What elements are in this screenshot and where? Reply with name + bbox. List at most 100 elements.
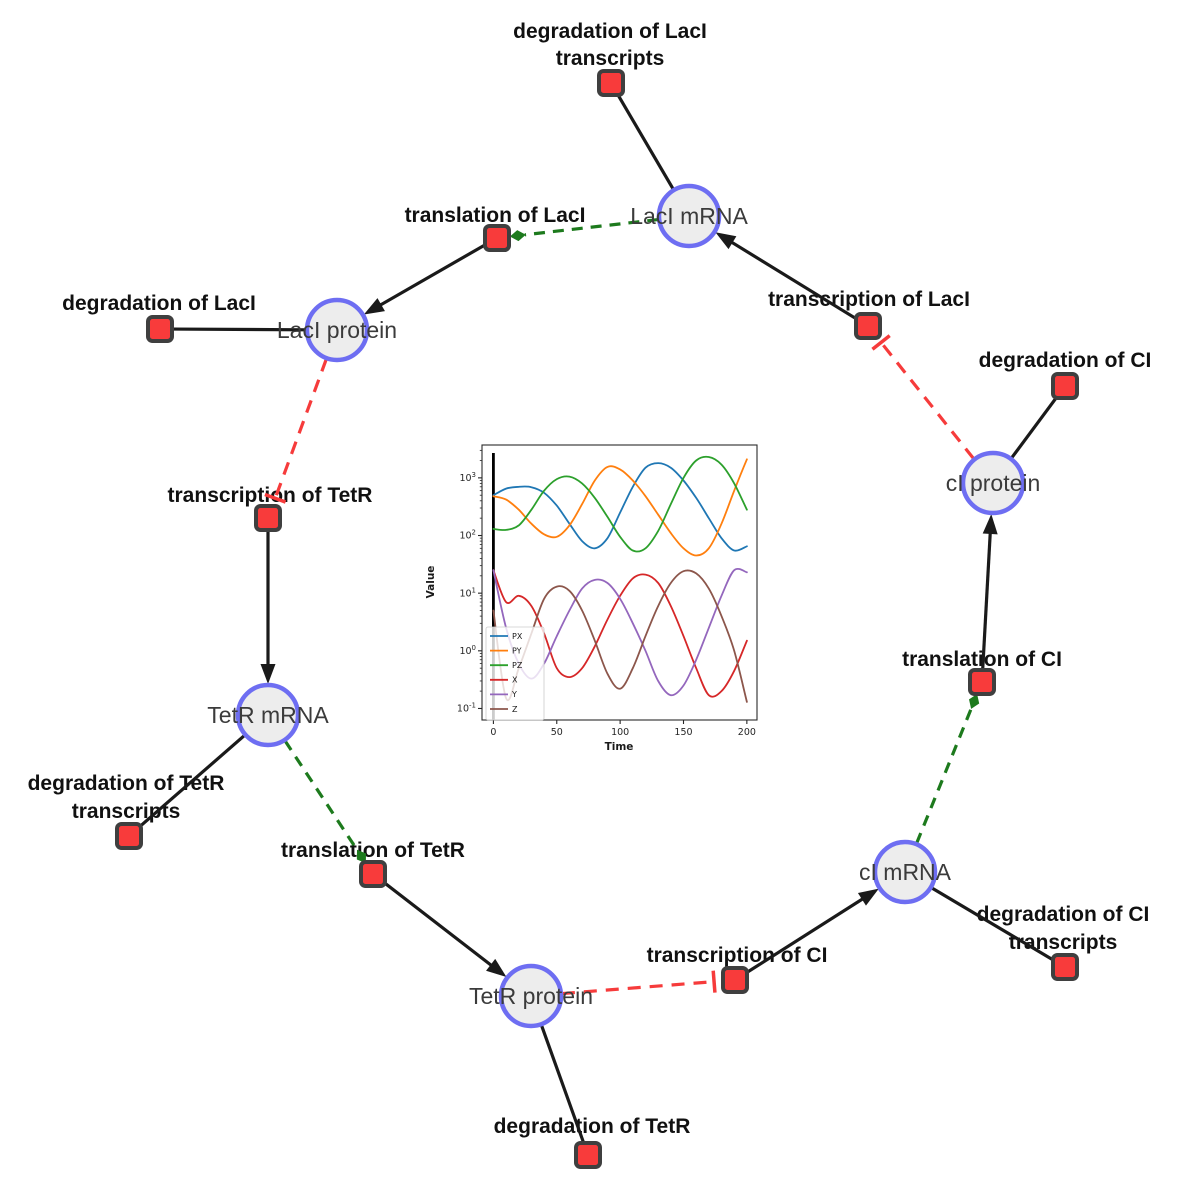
product-edge [981,527,993,670]
x-tick-label: 50 [551,727,563,738]
edge-laci_protein-transcription_tetr [264,358,328,504]
edge-ci_protein-deg_ci [1010,395,1059,460]
modifier-edge [283,739,359,852]
product-edge [745,894,868,975]
x-tick-label: 100 [611,727,629,738]
arrowhead [857,888,879,906]
series-X [492,569,748,698]
species-label-laci_mrna: LacI mRNA [630,203,748,229]
reaction-label-transcription_ci: transcription of CI [647,944,828,967]
plot-frame [481,444,758,721]
modifier-diamond [509,230,526,242]
legend-label-PX: PX [512,632,523,641]
edge-translation_ci-ci_protein [981,513,998,670]
reaction-label-deg_ci_transcripts: degradation of CI [977,903,1150,926]
reaction-node-translation_laci [483,224,511,252]
reaction-node-deg_tetr [574,1141,602,1169]
species-labels-layer: LacI mRNA LacI protein TetR mRNA TetR prote… [207,203,1040,1009]
species-label-tetr_protein: TetR protein [469,983,593,1009]
reaction-label-deg_tetr_transcripts: degradation of TetR [28,772,225,795]
edge-laci_protein-deg_laci [172,327,307,332]
y-tick-label: 103 [459,471,476,484]
series-PY [492,458,748,557]
legend-label-Y: Y [511,690,517,699]
reaction-node-deg_ci [1051,372,1079,400]
product-edge [726,238,858,321]
reaction-label-deg_tetr_transcripts: transcripts [72,800,181,823]
inhibition-bar [711,970,717,993]
reaction-node-transcription_laci [854,312,882,340]
species-label-ci_mrna: cI mRNA [859,859,952,885]
nodes-layer [115,69,1079,1169]
inhibition-edge [561,980,715,996]
species-label-laci_protein: LacI protein [277,317,397,343]
series-PX [492,462,748,552]
species-node-laci_protein [304,297,370,363]
chart-legend: PX PY PZ XYZ [485,626,545,721]
y-tick-label: 102 [459,529,476,542]
modifier-diamond [356,849,367,864]
x-axis-ticks: 0 50 100 150 200 [490,720,756,738]
species-node-tetr_protein [498,963,564,1029]
reactant-edge [930,886,1055,962]
reaction-label-deg_tetr: degradation of TetR [494,1115,691,1138]
inhibition-bar [264,492,287,504]
edge-tetr_protein-deg_tetr [539,1024,586,1144]
edge-ci_protein-transcription_laci [871,334,975,460]
reaction-node-translation_ci [968,668,996,696]
edge-tetr_protein-transcription_ci [561,970,717,996]
y-axis-ticks: 10-1 100 101 102 103 [457,449,482,715]
modifier-edge [915,707,973,844]
series-PZ [492,455,748,553]
arrowhead [260,664,276,684]
modifier-edge [524,217,659,237]
reaction-label-deg_laci: degradation of LacI [62,292,256,315]
reaction-node-deg_tetr_transcripts [115,822,143,850]
x-tick-label: 0 [490,727,496,738]
reaction-label-translation_tetr: translation of TetR [281,839,465,862]
edge-tetr_mrna-deg_tetr_transcripts [137,734,246,829]
arrowhead [715,232,737,250]
edge-laci_mrna-translation_laci [509,217,659,242]
reaction-node-deg_laci [146,315,174,343]
series-layer [492,455,748,703]
y-tick-label: 101 [459,586,476,599]
y-axis-label: Value [425,566,437,599]
species-node-tetr_mrna [235,682,301,748]
product-edge [382,880,497,970]
arrowhead [363,298,385,315]
reaction-node-deg_ci_transcripts [1051,953,1079,981]
species-node-ci_mrna [872,839,938,905]
species-label-ci_protein: cI protein [946,470,1041,496]
edge-transcription_laci-laci_mrna [715,232,858,321]
edge-laci_mrna-deg_laci_transcripts [616,93,675,191]
edge-ci_mrna-deg_ci_transcripts [930,886,1055,962]
arrowhead [486,958,507,978]
y-tick-label: 100 [459,644,476,657]
inhibition-edge [273,358,328,499]
product-edge [375,243,487,309]
reaction-node-transcription_ci [721,966,749,994]
legend-label-PZ: PZ [512,661,523,670]
species-node-laci_mrna [656,183,722,249]
legend-label-Z: Z [512,705,518,714]
edge-tetr_mrna-translation_tetr [283,739,367,864]
reactant-edge [539,1024,586,1144]
reaction-node-transcription_tetr [254,504,282,532]
edge-translation_tetr-tetr_protein [382,880,507,978]
y-tick-label: 10-1 [457,702,476,715]
species-node-ci_protein [960,450,1026,516]
edge-translation_laci-laci_protein [363,243,487,315]
x-axis-label: Time [605,741,634,753]
legend-label-PY: PY [512,646,522,655]
reaction-node-deg_laci_transcripts [597,69,625,97]
inhibition-edge [879,341,975,460]
species-label-tetr_mrna: TetR mRNA [207,702,329,728]
reactant-edge [616,93,675,191]
x-tick-label: 200 [738,727,756,738]
x-tick-label: 150 [674,727,692,738]
reaction-labels-layer: degradation of LacI transcripts translatio… [28,20,1152,1138]
reactant-edge [137,734,246,829]
